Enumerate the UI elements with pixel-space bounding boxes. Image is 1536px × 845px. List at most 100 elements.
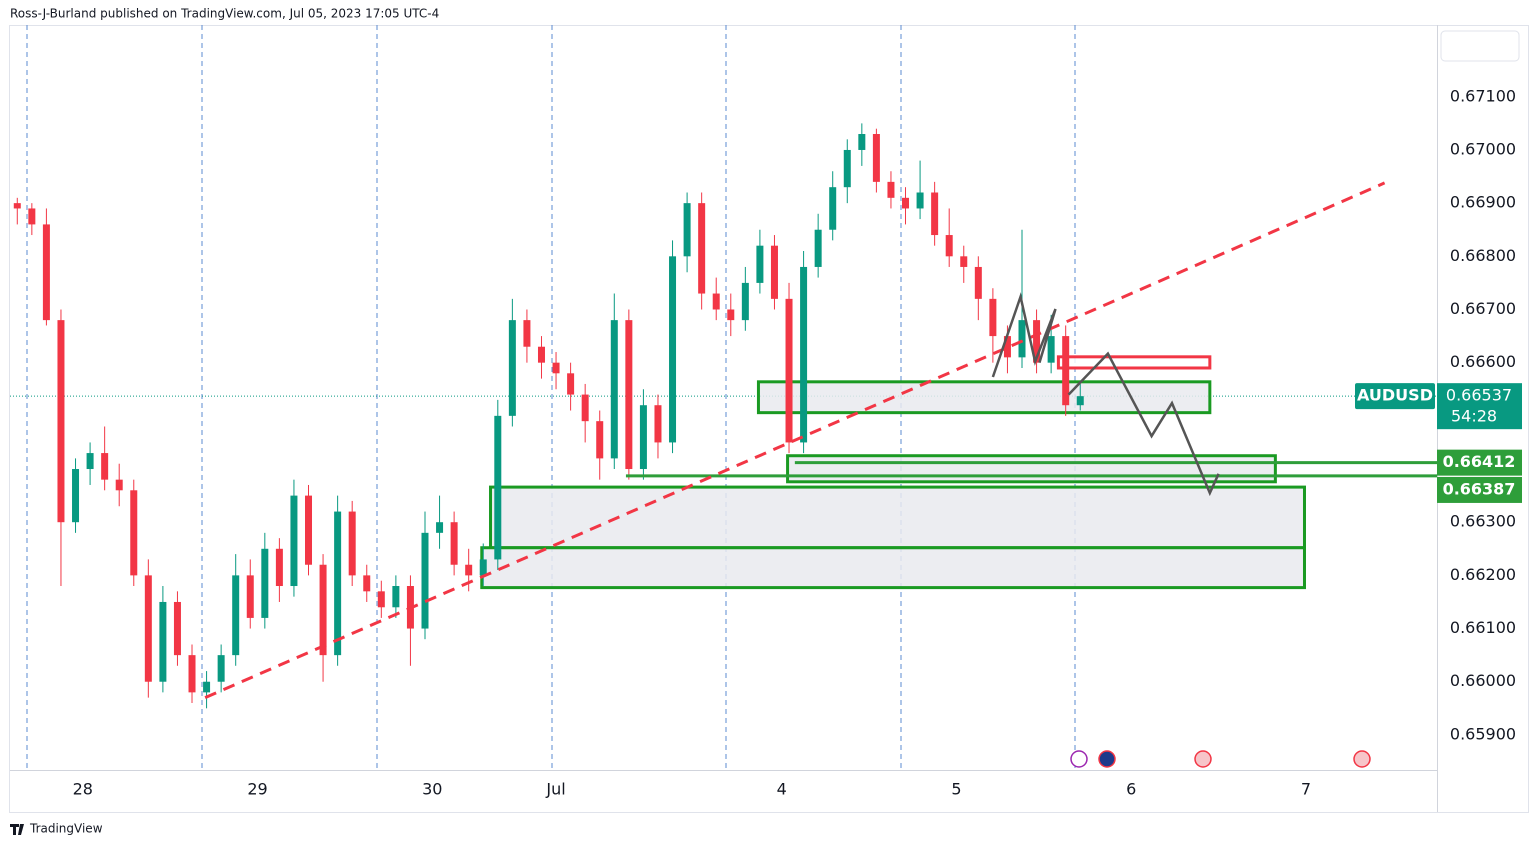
- candle-body: [101, 453, 109, 480]
- event-icon[interactable]: [1070, 750, 1088, 768]
- footer: TradingView: [29, 822, 103, 836]
- x-tick-label: 7: [1301, 780, 1311, 799]
- event-icon[interactable]: [1353, 750, 1371, 768]
- candle-body: [756, 245, 764, 283]
- candle-body: [625, 320, 633, 470]
- candle-body: [479, 559, 487, 576]
- candle-body: [698, 203, 706, 294]
- candle-body: [1062, 336, 1070, 406]
- candle-body: [829, 187, 837, 230]
- candle-body: [246, 575, 254, 618]
- candle-body: [494, 415, 502, 560]
- candle-body: [13, 203, 21, 209]
- candle-body: [1003, 336, 1011, 358]
- candle-body: [974, 266, 982, 299]
- candle-body: [188, 655, 196, 693]
- candle-body: [86, 453, 94, 470]
- x-tick-label: 28: [73, 780, 93, 799]
- y-tick-label: 0.66600: [1450, 352, 1516, 371]
- candle-body: [770, 245, 778, 299]
- header: Ross-J-Burland published on TradingView.…: [10, 7, 439, 21]
- candle-body: [1047, 336, 1055, 363]
- symbol-label: AUDUSD: [1357, 386, 1433, 405]
- y-tick-label: 0.66100: [1450, 618, 1516, 637]
- candle-body: [843, 149, 851, 188]
- candle-body: [508, 320, 516, 416]
- candle-body: [115, 479, 123, 491]
- candle-body: [348, 511, 356, 576]
- candle-body: [669, 256, 677, 443]
- projection-path: [1067, 351, 1220, 497]
- y-tick-label: 0.66000: [1450, 671, 1516, 690]
- level-label: 0.66387: [1443, 479, 1516, 498]
- candle-body: [232, 575, 240, 656]
- candle-body: [537, 346, 545, 363]
- candle-body: [1018, 320, 1026, 358]
- candle-body: [363, 575, 371, 592]
- candle-body: [931, 192, 939, 236]
- candle-body: [203, 681, 211, 693]
- candle-body: [217, 655, 225, 682]
- candle-body: [523, 320, 531, 347]
- level-label-bg: [1437, 449, 1522, 476]
- zone: [756, 380, 1212, 415]
- y-tick-label: 0.66700: [1450, 299, 1516, 318]
- candle-body: [421, 532, 429, 629]
- footer-logo: [10, 824, 24, 835]
- candle-body: [319, 564, 327, 656]
- x-tick-label: 5: [951, 780, 961, 799]
- candle-body: [712, 293, 720, 310]
- y-tick-label: 0.66300: [1450, 512, 1516, 531]
- candle-body: [42, 224, 50, 321]
- frame: [9, 25, 1529, 813]
- zone: [1056, 355, 1212, 370]
- candle-body: [552, 362, 560, 374]
- candle-body: [814, 229, 822, 267]
- x-tick-label: 29: [247, 780, 267, 799]
- candle-body: [72, 469, 80, 523]
- trendline: [204, 181, 1386, 700]
- candle-body: [960, 256, 968, 267]
- x-tick-label: 6: [1126, 780, 1136, 799]
- candle-body: [916, 192, 924, 209]
- candle-body: [1033, 320, 1041, 363]
- candle-body: [334, 511, 342, 656]
- candle-body: [436, 522, 444, 533]
- candle-body: [683, 203, 691, 257]
- candle-body: [144, 575, 152, 682]
- y-tick-label: 0.67100: [1450, 86, 1516, 105]
- projection-path: [991, 292, 1057, 378]
- candle-body: [887, 181, 895, 198]
- candle-body: [159, 601, 167, 682]
- y-tick-label: 0.65900: [1450, 724, 1516, 743]
- candle-body: [173, 601, 181, 656]
- candle-body: [290, 495, 298, 587]
- y-tick-label: 0.67000: [1450, 139, 1516, 158]
- candle-body: [785, 298, 793, 443]
- last-price-label: 0.66537: [1446, 386, 1512, 405]
- candle-body: [654, 405, 662, 443]
- event-icon[interactable]: [1194, 750, 1212, 768]
- candle-body: [741, 282, 749, 321]
- candle-body: [581, 394, 589, 422]
- zone: [786, 454, 1277, 484]
- candle-body: [57, 320, 65, 523]
- y-tick-label: 0.66200: [1450, 565, 1516, 584]
- event-icon[interactable]: [1098, 750, 1116, 768]
- candle-body: [465, 564, 473, 576]
- candle-body: [130, 490, 138, 576]
- candle-body: [261, 548, 269, 618]
- toolbar-button[interactable]: [1440, 30, 1520, 62]
- candle-body: [858, 134, 866, 150]
- level-label-bg: [1437, 476, 1522, 503]
- candle-body: [639, 405, 647, 470]
- candle-body: [392, 586, 400, 608]
- level-label: 0.66412: [1443, 452, 1516, 471]
- candle-body: [1076, 396, 1084, 406]
- candle-body: [275, 548, 283, 587]
- candle-body: [872, 134, 880, 182]
- candle-body: [945, 235, 953, 257]
- candle-body: [727, 309, 735, 321]
- logo-icon: [10, 824, 24, 835]
